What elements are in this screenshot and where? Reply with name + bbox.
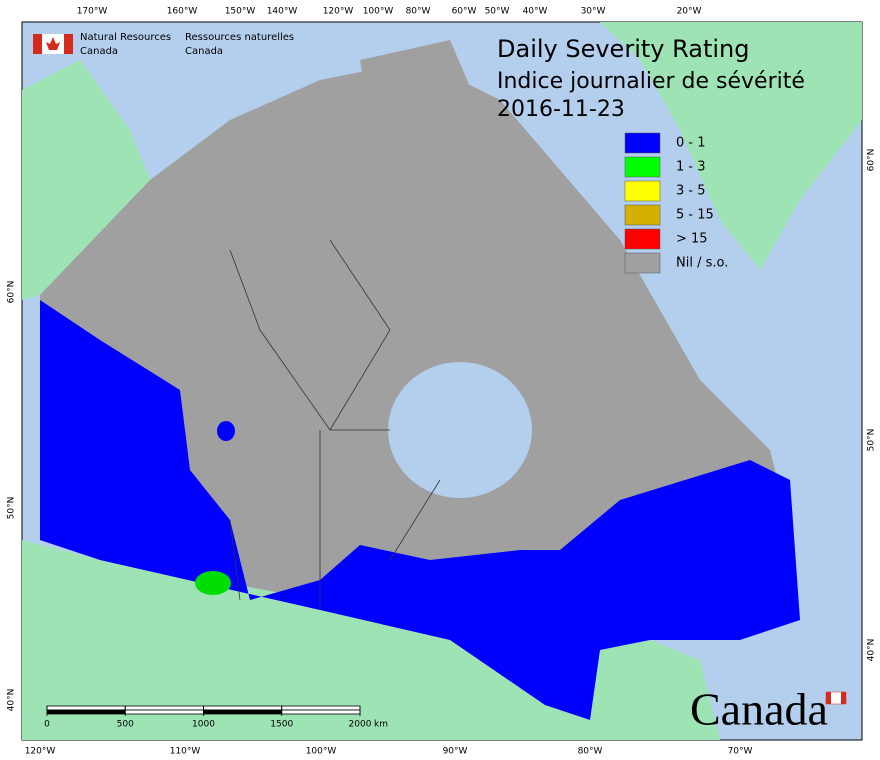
legend-swatch bbox=[624, 204, 661, 226]
scale-segment bbox=[203, 705, 283, 711]
legend-swatch bbox=[624, 180, 661, 202]
longitude-label: 170°W bbox=[77, 7, 108, 17]
date: 2016-11-23 bbox=[497, 97, 625, 122]
title-fr: Indice journalier de sévérité bbox=[497, 69, 805, 94]
legend-label: Nil / s.o. bbox=[676, 256, 728, 271]
latitude-label: 60°N bbox=[7, 281, 17, 304]
scale-bar: 0 500 1000 1500 2000 km bbox=[44, 705, 388, 730]
latitude-label: 40°N bbox=[867, 639, 877, 662]
greenland bbox=[600, 22, 862, 270]
legend: 0 - 1 1 - 3 3 - 5 5 - 15 > 15 Nil / s.o. bbox=[624, 132, 728, 274]
flag-bar bbox=[33, 34, 42, 54]
scale-segment bbox=[124, 705, 204, 711]
maple-leaf bbox=[46, 37, 60, 50]
longitude-label: 140°W bbox=[267, 7, 298, 17]
org-name-en: Canada bbox=[80, 46, 118, 57]
legend-label: 1 - 3 bbox=[676, 160, 706, 175]
scale-segment bbox=[281, 709, 361, 715]
canada-wordmark: Canada bbox=[690, 684, 847, 735]
legend-swatch bbox=[624, 252, 661, 274]
scale-segment bbox=[46, 709, 126, 715]
dsr-low-region bbox=[40, 300, 800, 720]
longitude-label: 50°W bbox=[485, 7, 510, 17]
longitude-label: 160°W bbox=[167, 7, 198, 17]
scale-segment bbox=[203, 709, 283, 715]
scale-label: 2000 bbox=[349, 720, 372, 730]
scale-segment bbox=[124, 709, 204, 715]
longitude-label: 70°W bbox=[728, 747, 753, 757]
legend-swatch bbox=[624, 156, 661, 178]
map-frame bbox=[21, 21, 863, 741]
scale-unit: km bbox=[374, 720, 388, 730]
flag-bar bbox=[826, 692, 831, 704]
longitude-label: 100°W bbox=[363, 7, 394, 17]
longitude-label: 20°W bbox=[677, 7, 702, 17]
nrcan-signature: Natural Resources Canada Ressources natu… bbox=[33, 32, 294, 57]
org-name-en: Natural Resources bbox=[80, 32, 171, 43]
canada-land bbox=[40, 60, 800, 650]
lake-region bbox=[217, 421, 235, 441]
legend-label: > 15 bbox=[676, 232, 708, 247]
legend-label: 3 - 5 bbox=[676, 184, 706, 199]
scale-label: 500 bbox=[117, 720, 134, 730]
longitude-label: 150°W bbox=[225, 7, 256, 17]
graticule-labels: 170°W 160°W 150°W 140°W 120°W 100°W 80°W… bbox=[7, 7, 877, 757]
latitude-label: 50°N bbox=[867, 429, 877, 452]
scale-label: 1000 bbox=[192, 720, 215, 730]
arctic-islands bbox=[240, 40, 560, 260]
longitude-label: 40°W bbox=[523, 7, 548, 17]
flag-bar bbox=[841, 692, 846, 704]
org-name-fr: Ressources naturelles bbox=[185, 32, 294, 43]
longitude-label: 100°W bbox=[306, 747, 337, 757]
latitude-label: 60°N bbox=[867, 149, 877, 172]
scale-segment bbox=[281, 705, 361, 711]
scale-label: 0 bbox=[44, 720, 50, 730]
flag-bar bbox=[64, 34, 73, 54]
dsr-moderate-region bbox=[195, 571, 231, 595]
scale-label: 1500 bbox=[270, 720, 293, 730]
province-borders bbox=[229, 239, 441, 610]
longitude-label: 80°W bbox=[578, 747, 603, 757]
latitude-label: 50°N bbox=[7, 497, 17, 520]
longitude-label: 120°W bbox=[323, 7, 354, 17]
title-en: Daily Severity Rating bbox=[497, 35, 749, 63]
longitude-label: 30°W bbox=[581, 7, 606, 17]
latitude-label: 40°N bbox=[7, 689, 17, 712]
wordmark: Canada bbox=[690, 684, 828, 735]
scale-segment bbox=[46, 705, 126, 711]
legend-label: 5 - 15 bbox=[676, 208, 714, 223]
hudson-bay bbox=[388, 362, 532, 498]
longitude-label: 90°W bbox=[443, 747, 468, 757]
longitude-label: 110°W bbox=[170, 747, 201, 757]
legend-swatch bbox=[624, 228, 661, 250]
legend-swatch bbox=[624, 132, 661, 154]
alaska bbox=[22, 60, 150, 300]
org-name-fr: Canada bbox=[185, 46, 223, 57]
longitude-label: 80°W bbox=[406, 7, 431, 17]
legend-label: 0 - 1 bbox=[676, 136, 706, 151]
longitude-label: 60°W bbox=[452, 7, 477, 17]
longitude-label: 120°W bbox=[25, 747, 56, 757]
